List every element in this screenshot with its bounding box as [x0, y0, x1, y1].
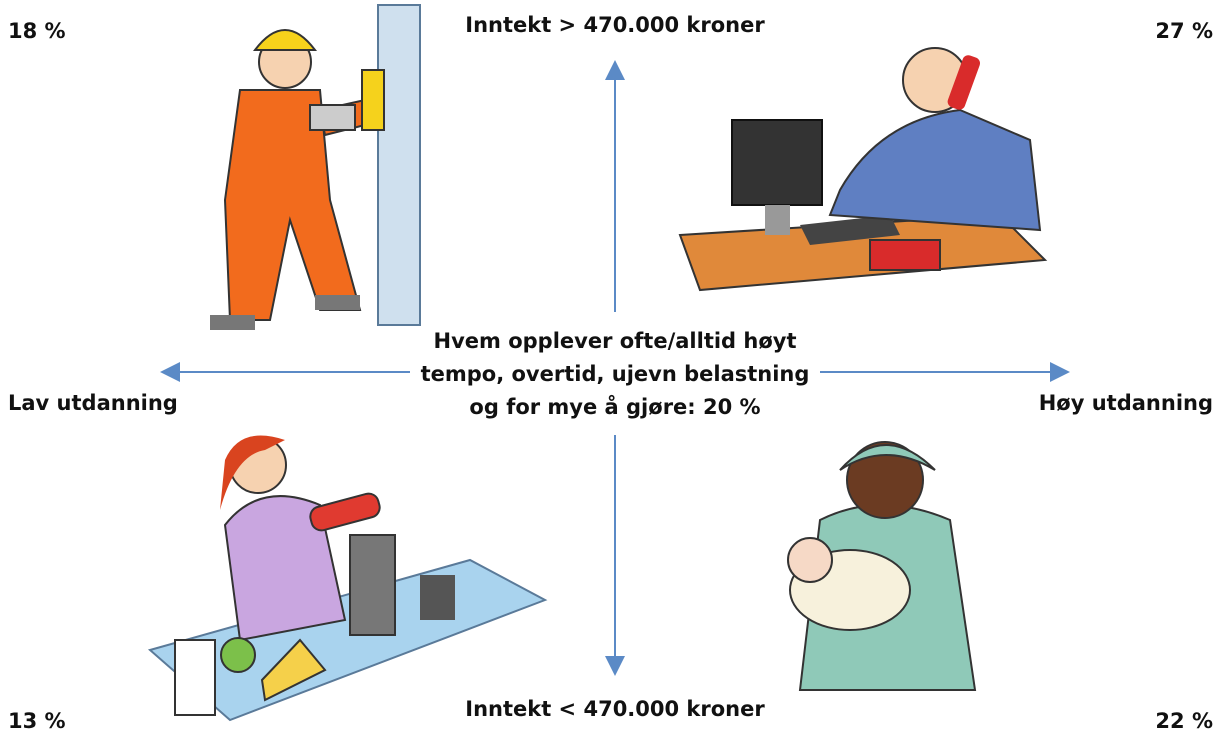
axis-label: Høy utdanning	[1039, 391, 1213, 415]
center-text: og for mye å gjøre: 20 %	[469, 394, 760, 419]
cashier-illustration	[147, 435, 548, 722]
arrows	[160, 60, 1070, 676]
axis-label: Inntekt < 470.000 kroner	[465, 697, 765, 721]
corner-percent: 22 %	[1155, 709, 1213, 733]
worker-illustration	[210, 4, 421, 330]
center-text: Hvem opplever ofte/alltid høyt	[434, 329, 797, 353]
nurse-illustration	[787, 441, 977, 691]
corner-percent: 27 %	[1155, 19, 1213, 43]
businessman-illustration	[678, 47, 1048, 292]
center-text: tempo, overtid, ujevn belastning	[421, 362, 810, 386]
axis-label: Inntekt > 470.000 kroner	[465, 13, 765, 37]
axis-label: Lav utdanning	[8, 391, 178, 415]
corner-percent: 13 %	[8, 709, 66, 733]
corner-percent: 18 %	[8, 19, 66, 43]
